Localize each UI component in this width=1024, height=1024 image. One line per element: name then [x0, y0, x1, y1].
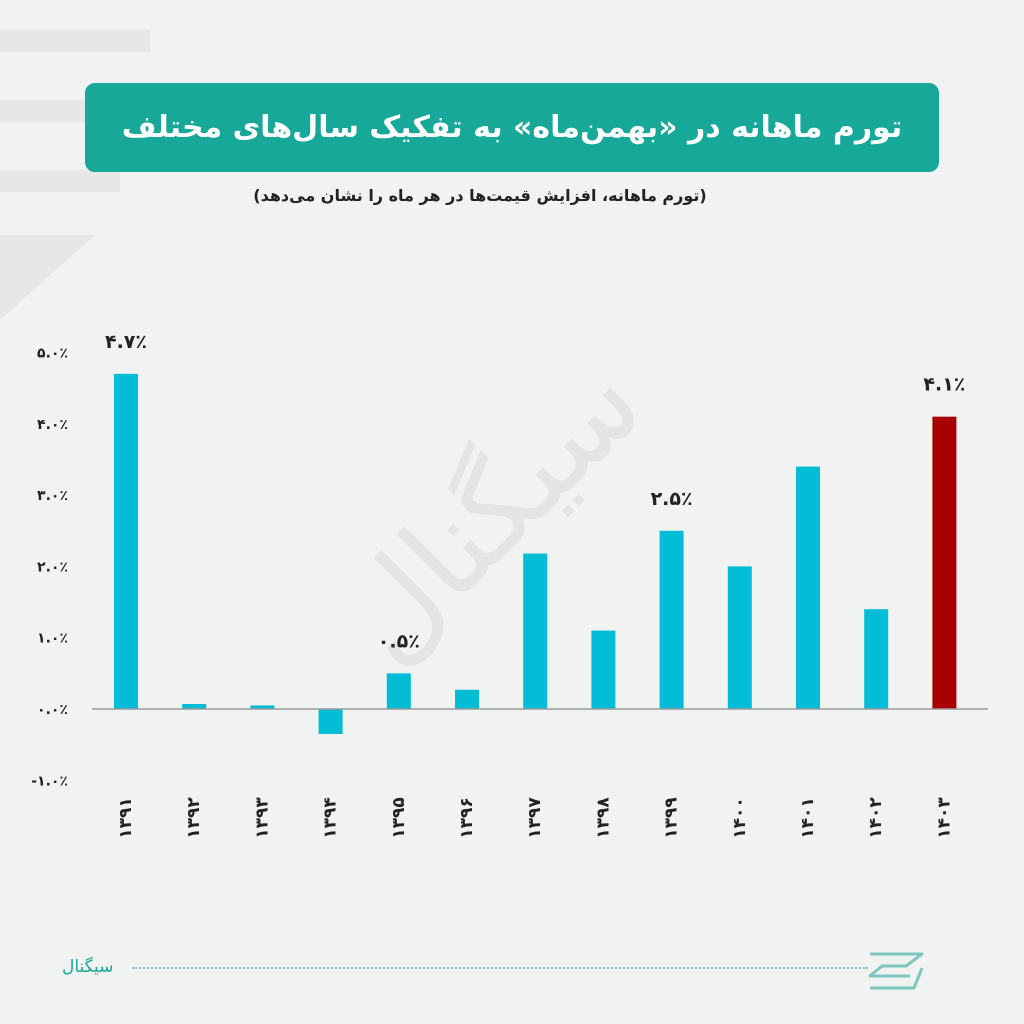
bar: [455, 689, 479, 709]
data-label: ۰.۵٪: [378, 630, 420, 652]
watermark: سیگنال: [314, 334, 669, 689]
x-tick-label: ۱۳۹۵: [389, 797, 409, 839]
signal-logo-icon: [868, 952, 924, 990]
bar: [659, 530, 684, 709]
bar: [386, 673, 411, 709]
bar: [523, 553, 548, 709]
data-label: ۴.۱٪: [923, 374, 965, 396]
bar: [864, 609, 889, 709]
x-tick-label: ۱۳۹۶: [457, 797, 477, 839]
x-tick-label: ۱۳۹۴: [321, 797, 341, 839]
chart-subtitle: (تورم ماهانه، افزایش قیمت‌ها در هر ماه ر…: [253, 186, 707, 205]
data-label: ۲.۵٪: [651, 488, 693, 510]
x-tick-label: ۱۴۰۳: [934, 797, 954, 839]
y-tick-label: ۱.۰٪: [37, 631, 68, 647]
data-label: ۴.۷٪: [105, 331, 147, 353]
footer-brand-text: سیگنال: [62, 957, 114, 977]
x-tick-label: ۱۳۹۲: [184, 797, 204, 839]
bar: [727, 566, 752, 709]
x-tick-label: ۱۳۹۸: [593, 797, 613, 839]
bar: [591, 630, 616, 709]
chart-title-banner: تورم ماهانه در «بهمن‌ماه» به تفکیک سال‌ه…: [85, 83, 939, 172]
x-tick-label: ۱۴۰۰: [730, 797, 750, 839]
y-tick-label: ۰.۰٪: [37, 702, 68, 718]
bar: [250, 705, 275, 709]
y-tick-label: ۵.۰٪: [37, 346, 68, 362]
y-tick-label: ۴.۰٪: [37, 417, 68, 433]
bar: [114, 373, 138, 709]
x-tick-label: ۱۳۹۷: [525, 797, 545, 839]
x-tick-label: ۱۳۹۳: [252, 797, 272, 839]
y-tick-label: -۱.۰٪: [31, 773, 68, 789]
chart-title: تورم ماهانه در «بهمن‌ماه» به تفکیک سال‌ه…: [121, 110, 903, 145]
bar: [318, 709, 343, 734]
bar: [796, 466, 820, 709]
bar: [182, 704, 207, 709]
x-tick-label: ۱۴۰۱: [798, 797, 818, 839]
x-tick-label: ۱۳۹۱: [116, 797, 136, 839]
y-tick-label: ۳.۰٪: [37, 488, 68, 504]
bar: [932, 416, 957, 709]
x-tick-label: ۱۴۰۲: [866, 797, 886, 839]
footer-divider: [132, 967, 868, 969]
y-tick-label: ۲.۰٪: [37, 559, 68, 575]
x-tick-label: ۱۳۹۹: [662, 797, 682, 839]
